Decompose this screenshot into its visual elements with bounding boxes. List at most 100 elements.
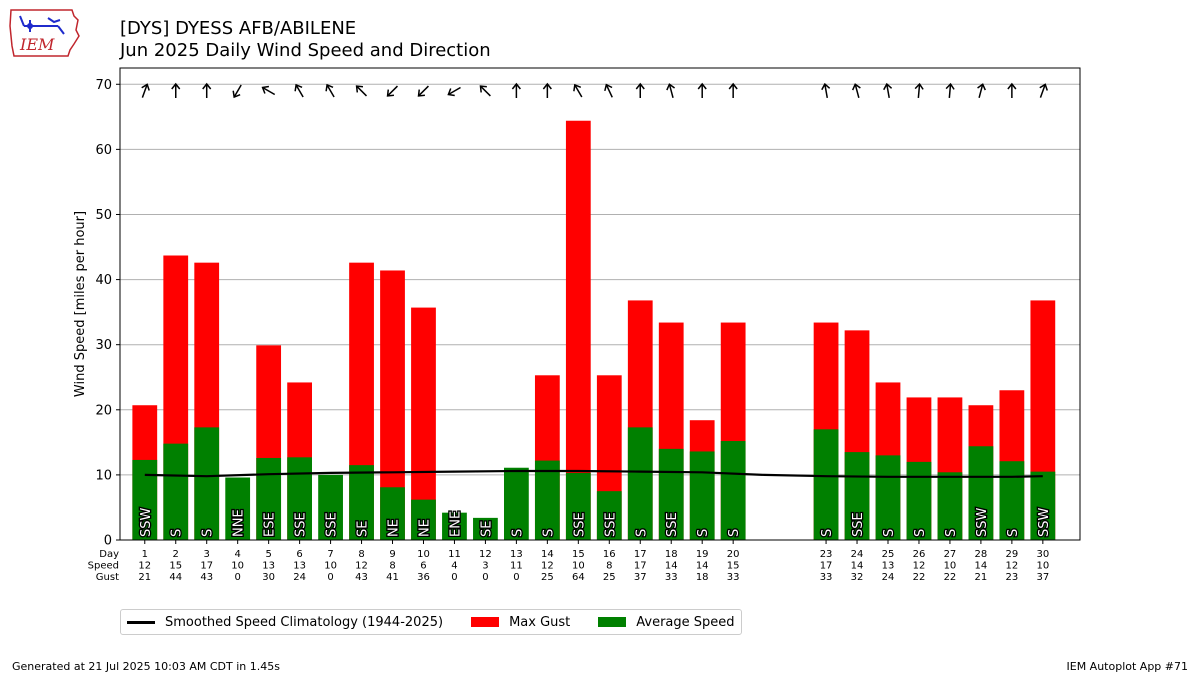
arrow-head bbox=[325, 83, 334, 92]
table-cell: 13 bbox=[882, 561, 895, 572]
table-cell: 15 bbox=[572, 549, 585, 560]
logo-text: IEM bbox=[19, 35, 55, 54]
table-cell: 24 bbox=[882, 572, 895, 583]
arrow-head bbox=[141, 83, 150, 91]
table-cell: 11 bbox=[510, 561, 523, 572]
wind-arrow bbox=[1007, 82, 1017, 98]
arrow-head bbox=[573, 83, 582, 92]
table-row-header: Gust bbox=[96, 572, 119, 583]
table-cell: 6 bbox=[420, 561, 426, 572]
table-cell: 17 bbox=[634, 549, 647, 560]
direction-label: S bbox=[820, 529, 835, 537]
arrow-shaft bbox=[917, 83, 921, 99]
arrow-head bbox=[479, 85, 487, 93]
y-tick-label: 40 bbox=[95, 273, 112, 288]
wind-arrow bbox=[417, 85, 429, 97]
wind-arrow bbox=[325, 83, 335, 98]
arrow-shaft bbox=[824, 83, 829, 99]
table-cell: 15 bbox=[727, 561, 740, 572]
table-cell: 25 bbox=[541, 572, 554, 583]
speed-bar bbox=[999, 461, 1025, 540]
y-tick-label: 60 bbox=[95, 143, 112, 158]
arrow-shaft bbox=[141, 84, 148, 98]
speed-bar bbox=[906, 461, 932, 540]
table-cell: 33 bbox=[665, 572, 678, 583]
direction-label: NNE bbox=[232, 509, 247, 537]
table-cell: 0 bbox=[482, 572, 488, 583]
speed-bar bbox=[875, 455, 901, 540]
table-cell: 33 bbox=[820, 572, 833, 583]
table-cell: 14 bbox=[665, 561, 678, 572]
y-tick-label: 10 bbox=[95, 468, 112, 483]
table-cell: 15 bbox=[169, 561, 182, 572]
legend-label-climatology: Smoothed Speed Climatology (1944-2025) bbox=[165, 614, 444, 630]
speed-bar bbox=[504, 467, 529, 540]
direction-label: SSE bbox=[851, 512, 866, 537]
table-cell: 43 bbox=[200, 572, 213, 583]
table-cell: 21 bbox=[138, 572, 151, 583]
table-cell: 20 bbox=[727, 549, 740, 560]
table-cell: 7 bbox=[327, 549, 333, 560]
wind-arrow bbox=[851, 83, 861, 98]
iem-logo: IEM bbox=[9, 9, 80, 57]
arrow-head bbox=[977, 83, 986, 91]
direction-label: S bbox=[201, 529, 216, 537]
table-cell: 10 bbox=[417, 549, 430, 560]
table-cell: 6 bbox=[296, 549, 302, 560]
speed-bar bbox=[937, 472, 963, 540]
table-cell: 4 bbox=[234, 549, 240, 560]
arrow-head bbox=[666, 83, 676, 91]
arrow-head bbox=[851, 83, 861, 91]
arrow-head bbox=[294, 83, 303, 92]
table-cell: 19 bbox=[696, 549, 709, 560]
legend-swatch-climatology bbox=[127, 620, 155, 624]
table-cell: 0 bbox=[451, 572, 457, 583]
table-cell: 24 bbox=[293, 572, 306, 583]
table-cell: 28 bbox=[975, 549, 988, 560]
direction-arrows bbox=[141, 82, 1048, 99]
arrow-head bbox=[232, 90, 241, 99]
table-cell: 14 bbox=[851, 561, 864, 572]
direction-label: S bbox=[944, 529, 959, 537]
speed-bar bbox=[627, 427, 653, 540]
arrow-head bbox=[635, 82, 645, 90]
direction-label: SE bbox=[479, 521, 494, 537]
table-cell: 1 bbox=[142, 549, 148, 560]
arrow-shaft bbox=[233, 84, 242, 98]
arrow-shaft bbox=[978, 84, 984, 98]
y-axis-ticks: 0 10 20 30 40 50 60 70 bbox=[95, 78, 120, 549]
table-cell: 30 bbox=[262, 572, 275, 583]
table-cell: 12 bbox=[1006, 561, 1019, 572]
speed-bar bbox=[132, 459, 158, 540]
table-cell: 2 bbox=[173, 549, 179, 560]
legend-item-climatology: Smoothed Speed Climatology (1944-2025) bbox=[127, 615, 443, 630]
table-cell: 17 bbox=[634, 561, 647, 572]
direction-label: S bbox=[634, 529, 649, 537]
app-footer: IEM Autoplot App #71 bbox=[1066, 660, 1189, 673]
arrow-head bbox=[1039, 83, 1048, 91]
arrow-head bbox=[261, 85, 270, 94]
bars bbox=[132, 120, 1056, 540]
y-tick-label: 50 bbox=[95, 208, 112, 223]
table-row-header: Speed bbox=[88, 561, 119, 572]
speed-bar bbox=[565, 472, 591, 540]
arrow-shaft bbox=[854, 84, 860, 98]
y-tick-label: 0 bbox=[104, 534, 112, 549]
table-cell: 32 bbox=[851, 572, 864, 583]
arrow-shaft bbox=[574, 84, 583, 98]
arrow-head bbox=[604, 83, 613, 92]
table-cell: 37 bbox=[634, 572, 647, 583]
table-cell: 4 bbox=[451, 561, 457, 572]
table-cell: 0 bbox=[513, 572, 519, 583]
arrow-shaft bbox=[668, 84, 674, 98]
table-cell: 33 bbox=[727, 572, 740, 583]
generated-footer: Generated at 21 Jul 2025 10:03 AM CDT in… bbox=[12, 660, 280, 673]
table-cell: 44 bbox=[169, 572, 182, 583]
table-cell: 17 bbox=[820, 561, 833, 572]
arrow-head bbox=[171, 82, 181, 90]
table-cell: 23 bbox=[820, 549, 833, 560]
table-cell: 12 bbox=[355, 561, 368, 572]
arrow-head bbox=[386, 89, 395, 97]
wind-arrow bbox=[945, 82, 955, 99]
legend-swatch-speed bbox=[598, 617, 627, 627]
